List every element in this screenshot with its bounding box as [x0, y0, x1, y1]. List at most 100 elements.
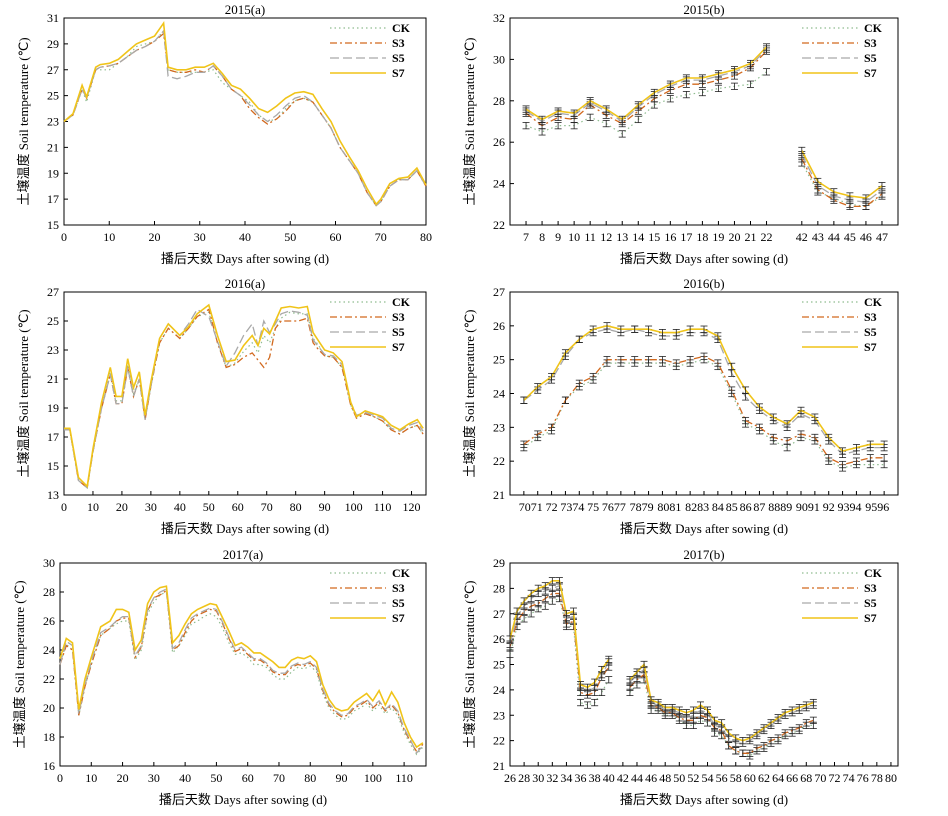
x-tick-label: 18 — [696, 230, 708, 244]
x-tick-label: 70 — [261, 500, 273, 514]
x-tick-label: 9091 — [796, 500, 820, 514]
x-tick-label: 19 — [712, 230, 724, 244]
x-tick-label: 17 — [680, 230, 692, 244]
x-tick-label: 10 — [87, 500, 99, 514]
x-tick-label: 72 — [829, 771, 841, 785]
y-tick-label: 20 — [43, 701, 55, 715]
y-tick-label: 27 — [47, 63, 59, 77]
legend-label-s3: S3 — [864, 581, 877, 595]
x-tick-label: 85 — [726, 500, 738, 514]
y-tick-label: 26 — [493, 632, 505, 646]
x-tick-label: 30 — [145, 500, 157, 514]
x-tick-label: 92 — [823, 500, 835, 514]
y-tick-label: 26 — [43, 614, 55, 628]
x-tick-label: 68 — [800, 771, 812, 785]
x-tick-label: 120 — [403, 500, 421, 514]
y-tick-label: 25 — [47, 314, 59, 328]
x-tick-label: 8081 — [657, 500, 681, 514]
legend-label-ck: CK — [392, 566, 411, 580]
x-tick-label: 90 — [336, 771, 348, 785]
y-axis-label: 土壤温度 Soil temperature (℃) — [462, 580, 477, 748]
legend-label-s3: S3 — [392, 310, 405, 324]
y-tick-label: 22 — [493, 734, 505, 748]
x-tick-label: 43 — [812, 230, 824, 244]
x-tick-label: 14 — [632, 230, 644, 244]
series-line-ck — [59, 591, 424, 756]
x-tick-label: 90 — [319, 500, 331, 514]
series-line-s3 — [59, 589, 424, 753]
y-tick-label: 17 — [47, 192, 59, 206]
y-tick-label: 21 — [47, 372, 59, 386]
series-line-s3 — [509, 592, 610, 696]
x-tick-label: 60 — [232, 500, 244, 514]
x-tick-label: 58 — [730, 771, 742, 785]
x-tick-label: 9394 — [838, 500, 862, 514]
y-tick-label: 19 — [47, 166, 59, 180]
legend-label-ck: CK — [864, 566, 883, 580]
x-tick-label: 80 — [304, 771, 316, 785]
y-tick-label: 24 — [43, 643, 55, 657]
series-line-ck — [525, 71, 767, 135]
x-tick-label: 8 — [539, 230, 545, 244]
series-line-s5 — [801, 154, 883, 203]
legend-label-s5: S5 — [864, 325, 877, 339]
x-tick-label: 110 — [374, 500, 392, 514]
x-tick-label: 20 — [116, 500, 128, 514]
y-axis-label: 土壤温度 Soil temperature (℃) — [462, 37, 477, 205]
series-line-s3 — [629, 673, 814, 754]
y-tick-label: 27 — [47, 285, 59, 299]
y-tick-label: 29 — [493, 556, 505, 570]
x-tick-label: 8283 — [685, 500, 709, 514]
x-axis-label: 播后天数 Days after sowing (d) — [620, 251, 788, 266]
x-tick-label: 62 — [758, 771, 770, 785]
x-tick-label: 10 — [85, 771, 97, 785]
plot-frame — [63, 291, 427, 496]
x-tick-label: 42 — [796, 230, 808, 244]
x-tick-label: 7071 — [519, 500, 543, 514]
x-tick-label: 44 — [828, 230, 840, 244]
legend-label-s5: S5 — [392, 51, 405, 65]
y-tick-label: 15 — [47, 218, 59, 232]
x-tick-label: 64 — [772, 771, 784, 785]
x-tick-label: 80 — [885, 771, 897, 785]
x-tick-label: 86 — [740, 500, 752, 514]
x-tick-label: 9596 — [865, 500, 889, 514]
series-line-s3 — [801, 158, 883, 208]
panel-title: 2015(a) — [225, 2, 265, 17]
x-tick-label: 26 — [504, 771, 516, 785]
y-tick-label: 21 — [493, 488, 505, 502]
x-tick-label: 7 — [523, 230, 529, 244]
panel-title: 2015(b) — [683, 2, 724, 17]
x-tick-label: 12 — [600, 230, 612, 244]
y-tick-label: 27 — [493, 285, 505, 299]
y-tick-label: 24 — [493, 683, 505, 697]
x-tick-label: 21 — [744, 230, 756, 244]
y-tick-label: 17 — [47, 430, 59, 444]
x-tick-label: 50 — [203, 500, 215, 514]
x-tick-label: 30 — [148, 771, 160, 785]
x-tick-label: 110 — [395, 771, 413, 785]
y-tick-label: 13 — [47, 488, 59, 502]
x-tick-label: 22 — [761, 230, 773, 244]
x-tick-label: 30 — [532, 771, 544, 785]
y-tick-label: 28 — [43, 585, 55, 599]
x-tick-label: 7879 — [630, 500, 654, 514]
y-tick-label: 26 — [493, 319, 505, 333]
y-axis-label: 土壤温度 Soil temperature (℃) — [16, 37, 31, 205]
panel-0: 15 17 19 21 23 25 27 29 31 0 10 20 30 40 50 60 70 80 2015(… — [16, 2, 432, 266]
y-tick-label: 30 — [43, 556, 55, 570]
x-tick-label: 100 — [345, 500, 363, 514]
y-tick-label: 19 — [47, 401, 59, 415]
y-axis-label: 土壤温度 Soil temperature (℃) — [12, 580, 27, 748]
series-line-ck — [64, 311, 424, 489]
series-line-s7 — [525, 46, 768, 121]
y-tick-label: 29 — [47, 37, 59, 51]
legend-label-s7: S7 — [864, 66, 877, 80]
x-tick-label: 100 — [364, 771, 382, 785]
panel-title: 2017(a) — [223, 547, 263, 562]
x-axis-label: 播后天数 Days after sowing (d) — [161, 251, 329, 266]
series-line-ck — [63, 29, 427, 207]
legend-label-s5: S5 — [392, 325, 405, 339]
